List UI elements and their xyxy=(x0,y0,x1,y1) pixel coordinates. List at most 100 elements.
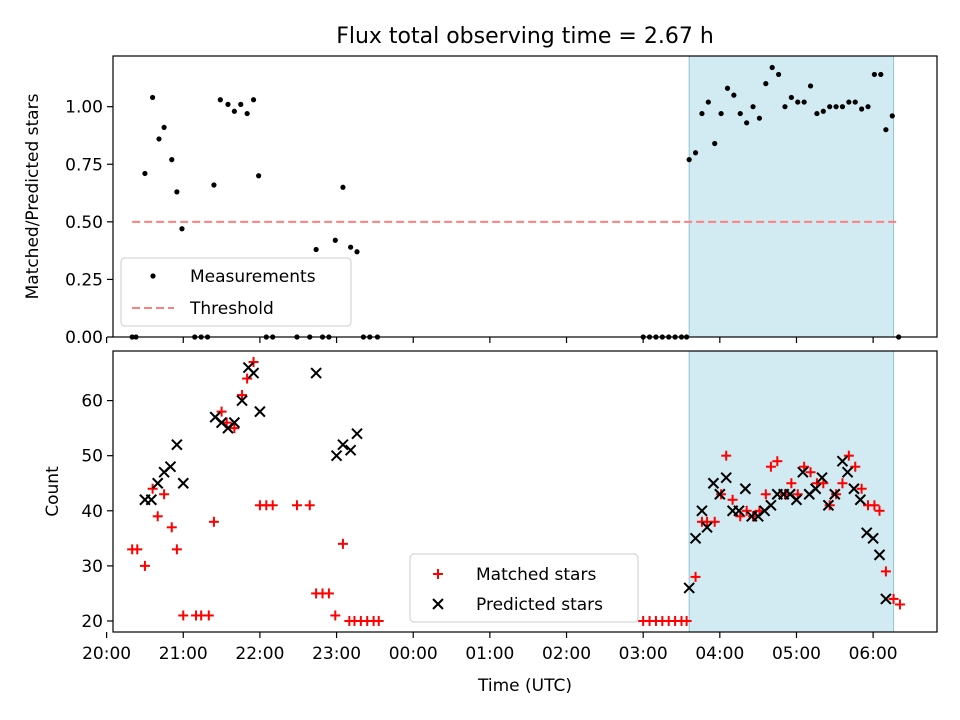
measurement-point xyxy=(737,110,743,117)
measurement-point xyxy=(788,94,794,101)
bottom-panel: 20 30 40 50 60 Count 20:00 21:00 22:00 23:00 00:00… xyxy=(43,350,938,696)
predicted-star-mark xyxy=(242,361,255,374)
x-axis-label: Time (UTC) xyxy=(477,676,572,696)
predicted-star-point xyxy=(330,449,343,462)
measurement-point xyxy=(833,104,839,110)
matched-star-point xyxy=(159,489,170,500)
predicted-star-mark xyxy=(848,483,860,495)
measurement-point xyxy=(174,189,180,195)
predicted-star-point xyxy=(765,499,777,511)
measurement-point xyxy=(763,81,769,87)
matched-star-point xyxy=(132,544,143,555)
chart-title: Flux total observing time = 2.67 h xyxy=(336,24,714,49)
predicted-star-point xyxy=(790,494,803,506)
predicted-star-mark xyxy=(733,505,745,517)
measurement-point xyxy=(179,226,185,232)
y-tick-label: 0.25 xyxy=(65,270,103,290)
predicted-star-point xyxy=(254,405,266,418)
matched-star-point xyxy=(166,522,177,533)
legend-measurements-marker xyxy=(150,273,156,279)
matched-star-point xyxy=(805,467,816,478)
matched-star-point xyxy=(760,489,771,500)
measurement-point xyxy=(686,157,692,163)
measurement-point xyxy=(699,110,705,117)
measurement-point xyxy=(332,237,338,243)
matched-star-point xyxy=(229,423,240,434)
measurement-point xyxy=(348,244,354,250)
matched-star-point xyxy=(152,511,163,522)
measurement-point xyxy=(889,113,895,119)
measurement-point xyxy=(256,173,262,179)
matched-star-point xyxy=(874,505,885,516)
predicted-star-mark xyxy=(351,427,363,440)
predicted-star-point xyxy=(164,460,177,473)
matched-star-point xyxy=(880,566,891,577)
top-panel: 0.00 0.25 0.50 0.75 1.00 Matched/Predicted st… xyxy=(23,55,938,348)
predicted-star-mark xyxy=(714,488,726,500)
legend: Measurements Threshold xyxy=(120,257,352,327)
predicted-star-point xyxy=(809,483,822,495)
measurement-point xyxy=(161,124,167,131)
measurement-point xyxy=(340,184,346,190)
predicted-star-mark xyxy=(177,477,189,489)
predicted-star-mark xyxy=(861,527,873,539)
predicted-star-mark xyxy=(209,411,221,423)
measurement-point xyxy=(750,104,756,110)
measurement-point xyxy=(795,99,801,105)
matched-star-point xyxy=(765,461,776,472)
legend-predicted-marker xyxy=(432,598,444,610)
y-tick-label: 60 xyxy=(81,392,103,412)
matched-star-point xyxy=(139,560,150,571)
predicted-star-mark xyxy=(683,582,695,594)
legend-measurements-label: Measurements xyxy=(190,267,316,287)
predicted-star-mark xyxy=(836,455,849,467)
matched-star-point xyxy=(786,478,797,489)
predicted-star-mark xyxy=(720,472,732,484)
matched-star-point xyxy=(888,593,899,604)
measurement-point xyxy=(852,99,858,105)
predicted-star-point xyxy=(152,477,164,489)
predicted-star-mark xyxy=(816,472,828,484)
x-tick-label: 02:00 xyxy=(542,644,591,664)
matched-star-point xyxy=(721,450,732,461)
measurement-point xyxy=(692,150,699,156)
x-tick-label: 05:00 xyxy=(772,644,821,664)
predicted-star-mark xyxy=(797,466,809,478)
y-tick-label: 0.50 xyxy=(65,213,103,233)
matched-star-point xyxy=(681,615,692,626)
matched-star-point xyxy=(741,505,752,516)
predicted-star-point xyxy=(797,466,809,478)
predicted-star-mark xyxy=(171,438,183,451)
x-tick-label: 04:00 xyxy=(695,644,744,664)
predicted-star-mark xyxy=(822,499,835,511)
matched-star-point xyxy=(178,610,189,621)
predicted-star-mark xyxy=(330,449,343,462)
measurement-point xyxy=(250,97,257,103)
predicted-star-mark xyxy=(152,477,164,489)
matched-star-point xyxy=(837,478,848,489)
measurement-point xyxy=(354,249,360,255)
x-tick-label: 20:00 xyxy=(82,644,131,664)
predicted-star-mark xyxy=(254,405,266,418)
measurement-point xyxy=(871,71,878,78)
x-tick-label: 21:00 xyxy=(159,644,208,664)
predicted-star-mark xyxy=(790,494,803,506)
predicted-star-mark xyxy=(841,466,854,478)
y-tick-label: 20 xyxy=(81,612,103,632)
measurement-point xyxy=(744,120,750,126)
predicted-star-point xyxy=(873,549,886,561)
predicted-star-point xyxy=(228,416,241,429)
measurement-point xyxy=(731,92,737,98)
predicted-star-point xyxy=(841,466,854,478)
matched-star-point xyxy=(690,571,701,582)
matched-star-point xyxy=(171,544,182,555)
predicted-star-point xyxy=(689,532,702,545)
measurement-point xyxy=(846,99,852,105)
predicted-star-point xyxy=(836,455,849,467)
measurement-point xyxy=(244,110,250,117)
x-tick-label: 03:00 xyxy=(619,644,668,664)
measurement-point xyxy=(169,157,175,163)
predicted-star-mark xyxy=(809,483,822,495)
y-axis-label: Count xyxy=(43,466,63,517)
